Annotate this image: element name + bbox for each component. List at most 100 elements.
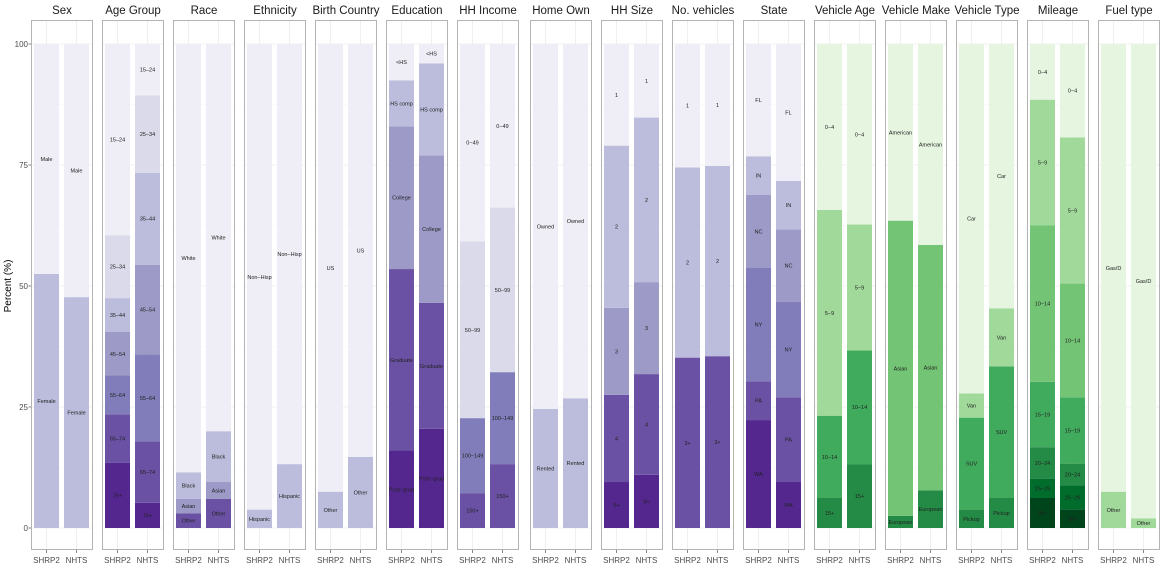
facet-hh-size: HH Size 5+ 4 3 2 1 SHRP2 5+ 4 3 2 1 NHTS [601,5,663,565]
bar-segment-nhts-white [206,44,231,432]
x-tick-label-nhts: NHTS [778,556,800,565]
bar-segment-nhts-pa [776,397,801,483]
segment-label: Male [41,157,53,163]
segment-label: 15−19 [1035,413,1050,419]
bar-segment-nhts-65-74 [135,441,160,503]
bar-segment-nhts-0-4 [847,44,872,225]
segment-label: 5−9 [1038,161,1047,167]
bar-segment-nhts-1 [634,44,659,118]
bar-segment-nhts-55-64 [135,354,160,442]
segment-label: <HS [426,52,437,58]
segment-label: SUV [966,462,978,468]
bar-segment-nhts-15-24 [135,44,160,96]
bar-segment-nhts-2 [705,165,730,357]
facet-fuel-type: Fuel type Other Gas/D SHRP2 Other Gas/D NHTS [1098,5,1160,565]
bar-segment-shrp2-2 [675,167,700,358]
segment-label: Pickup [963,517,980,523]
segment-label: 50−99 [465,328,480,334]
segment-label: Van [967,404,976,410]
y-axis-title-group: Percent (%) [3,260,14,313]
segment-label: NC [755,229,763,235]
x-tick-label-nhts: NHTS [636,556,658,565]
segment-label: 0−4 [855,132,864,138]
bar-segment-nhts-asian [206,482,231,499]
segment-label: 25–34 [140,132,155,138]
panel-border [386,20,448,550]
bar-segment-shrp2-2 [604,145,629,308]
bar-segment-shrp2-nc [746,195,771,268]
bar-segment-shrp2-45-54 [105,331,130,376]
bar-segment-nhts-in [776,180,801,230]
x-tick-label-nhts: NHTS [208,556,230,565]
bar-segment-nhts-rented [563,398,588,528]
segment-label: 5−9 [825,311,834,317]
bar-segment-shrp2-10-14 [1030,225,1055,382]
y-axis-ticks: 0 25 50 75 100 [15,40,31,533]
segment-label: 2 [716,259,719,265]
x-tick-label-nhts: NHTS [565,556,587,565]
segment-label: 150+ [466,509,478,515]
bar-segment-shrp2-25-34 [105,235,130,299]
bar-segment-nhts-other [1131,518,1156,528]
panel-border [743,20,805,550]
bar-segment-nhts-college [419,155,444,303]
bar-segment-shrp2-pa [746,381,771,421]
bar-segment-nhts-hs [419,44,444,64]
bar-segment-nhts-3 [634,282,659,375]
bar-segment-shrp2-male [34,44,59,274]
y-tick-label-0: 0 [24,524,29,533]
x-tick-label-nhts: NHTS [66,556,88,565]
segment-label: 65–74 [140,470,155,476]
bar-segment-nhts-15 [847,464,872,528]
segment-label: 15+ [855,494,864,500]
segment-label: Male [71,169,83,175]
segment-label: Gas/D [1106,266,1122,272]
bar-segment-shrp2-hs [389,44,414,81]
segment-label: Other [324,508,338,514]
segment-label: College [422,227,441,233]
bar-segment-nhts-european [918,490,943,528]
panel-border [31,20,93,550]
segment-label: American [889,130,912,136]
bar-segment-nhts-ny [776,301,801,398]
bar-segment-nhts-5-9 [1060,137,1085,284]
y-tick-label-50: 50 [19,282,28,291]
bar-segment-nhts-male [64,44,89,298]
bar-segment-nhts-post-grad [419,428,444,528]
x-tick-label-shrp2: SHRP2 [1029,556,1056,565]
bar-segment-nhts-asian [918,244,943,491]
facet-vehicle-type: Vehicle Type Pickup SUV Van Car SHRP2 Pickup SU… [954,5,1019,565]
bar-segment-nhts-car [989,44,1014,309]
bar-segment-shrp2-3 [604,307,629,395]
segment-label: Pickup [993,511,1010,517]
segment-label: 3 [645,326,648,332]
bar-segment-shrp2-150 [460,493,485,528]
segment-label: 75+ [143,513,152,519]
segment-label: Other [1137,521,1151,527]
bar-segment-nhts-non-hisp [277,44,302,465]
facet-age-group: Age Group 75+ 65–74 55–64 45–54 35–44 25–34 15–… [102,5,164,565]
segment-label: 20−24 [1065,473,1080,479]
facet-title: Mileage [1038,5,1078,17]
segment-label: Female [67,411,85,417]
segment-label: 1 [716,103,719,109]
facet-title: Home Own [532,5,590,17]
x-tick-label-shrp2: SHRP2 [33,556,60,565]
panel-border [672,20,734,550]
segment-label: 0−4 [1038,70,1047,76]
x-tick-label-nhts: NHTS [421,556,443,565]
segment-label: Female [37,399,55,405]
facet-race: Race Other Asian Black White SHRP2 Other Asian B… [173,5,235,565]
segment-label: 5−9 [855,285,864,291]
y-tick-label-100: 100 [15,40,29,49]
segment-label: 0−4 [1068,89,1077,95]
segment-label: 15−19 [1065,428,1080,434]
bar-segment-shrp2-5-9 [817,210,842,416]
x-tick-label-shrp2: SHRP2 [532,556,559,565]
bar-segment-nhts-20-24 [1060,463,1085,486]
facet-title: Birth Country [312,5,379,17]
bar-segment-shrp2-15 [817,497,842,528]
segment-label: 45–54 [140,307,155,313]
segment-label: European [919,507,943,513]
